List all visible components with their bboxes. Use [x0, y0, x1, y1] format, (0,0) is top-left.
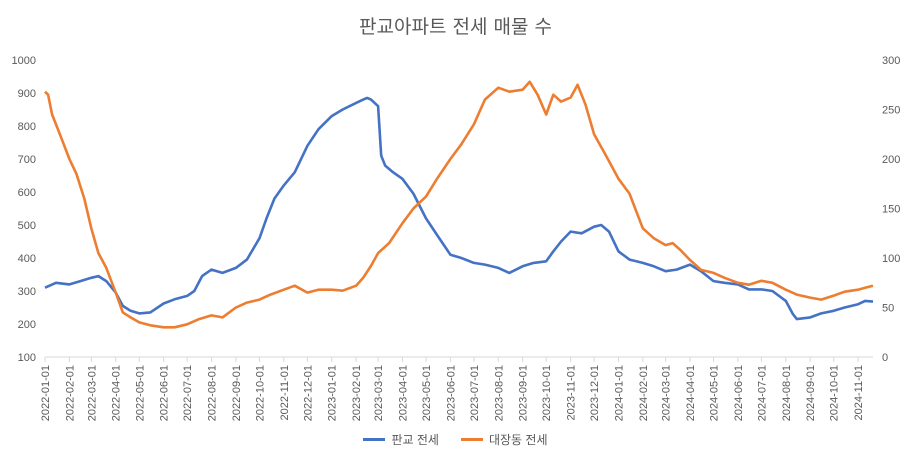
x-tick-label: 2024-01-01	[613, 365, 625, 421]
chart-title: 판교아파트 전세 매물 수	[359, 16, 552, 38]
x-tick-label: 2024-08-01	[781, 365, 793, 421]
legend-item-daejang[interactable]: 대장동 전세	[460, 431, 548, 448]
x-tick-label: 2023-01-01	[327, 365, 339, 421]
left-tick-label: 700	[18, 154, 36, 166]
right-tick-label: 150	[882, 204, 900, 216]
x-tick-label: 2023-11-01	[566, 365, 578, 420]
right-tick-label: 50	[882, 303, 894, 315]
x-tick-label: 2023-02-01	[351, 365, 363, 421]
right-tick-label: 200	[882, 154, 900, 166]
right-tick-label: 300	[882, 55, 900, 67]
left-tick-label: 500	[18, 220, 36, 232]
left-tick-label: 100	[18, 352, 36, 364]
legend-label-daejang: 대장동 전세	[488, 433, 548, 447]
x-tick-label: 2023-08-01	[493, 365, 505, 421]
legend-swatch-pangyo	[363, 438, 386, 441]
x-tick-label: 2023-07-01	[469, 365, 481, 421]
x-tick-label: 2022-12-01	[302, 365, 314, 421]
x-tick-label: 2024-03-01	[661, 365, 673, 421]
x-tick-label: 2024-09-01	[805, 365, 817, 421]
x-tick-label: 2022-09-01	[231, 365, 243, 421]
series-line-daejang	[44, 80, 874, 329]
series-line-pangyo	[44, 96, 874, 321]
x-tick-label: 2022-05-01	[134, 365, 146, 421]
legend-label-pangyo: 판교 전세	[391, 433, 439, 447]
x-tick-label: 2024-04-01	[685, 365, 697, 421]
x-tick-label: 2023-03-01	[373, 365, 385, 421]
legend: 판교 전세 대장동 전세	[0, 431, 911, 448]
legend-item-pangyo[interactable]: 판교 전세	[363, 431, 439, 448]
x-tick-label: 2023-10-01	[541, 365, 553, 421]
x-tick-label: 2024-06-01	[733, 365, 745, 421]
right-tick-label: 100	[882, 253, 900, 265]
left-tick-label: 300	[18, 286, 36, 298]
x-tick-label: 2024-11-01	[853, 365, 865, 420]
x-tick-label: 2023-06-01	[445, 365, 457, 421]
x-tick-label: 2024-07-01	[756, 365, 768, 421]
x-tick-label: 2022-11-01	[279, 365, 291, 420]
right-tick-label: 0	[882, 352, 888, 364]
right-tick-label: 250	[882, 105, 900, 117]
x-tick-label: 2023-09-01	[518, 365, 530, 421]
x-tick-label: 2022-07-01	[182, 365, 194, 421]
x-tick-label: 2022-01-01	[40, 365, 52, 421]
x-tick-label: 2022-03-01	[86, 365, 98, 421]
x-tick-label: 2023-04-01	[397, 365, 409, 421]
left-tick-label: 200	[18, 319, 36, 331]
x-tick-label: 2022-08-01	[207, 365, 219, 421]
left-tick-label: 800	[18, 121, 36, 133]
x-tick-label: 2024-10-01	[829, 365, 841, 421]
right-axis-ticks: 0 50 100 150 200 250 300	[882, 55, 900, 364]
x-tick-label: 2023-12-01	[589, 365, 601, 421]
x-tick-label: 2022-04-01	[111, 365, 123, 421]
left-axis-ticks: 100 200 300 400 500 600 700 800 900 1000	[12, 55, 36, 364]
legend-swatch-daejang	[460, 438, 483, 441]
x-axis: 2022-01-01 2022-02-01 2022-03-01 2022-04-01…	[40, 356, 873, 421]
x-tick-label: 2023-05-01	[421, 365, 433, 421]
x-tick-label: 2022-06-01	[159, 365, 171, 421]
x-tick-label: 2024-05-01	[709, 365, 721, 421]
left-tick-label: 1000	[12, 55, 36, 67]
x-tick-label: 2022-02-01	[64, 365, 76, 421]
series-lines	[44, 80, 874, 329]
x-tick-label: 2024-02-01	[638, 365, 650, 421]
left-tick-label: 600	[18, 187, 36, 199]
x-tick-label: 2022-10-01	[254, 365, 266, 421]
left-tick-label: 400	[18, 253, 36, 265]
left-tick-label: 900	[18, 88, 36, 100]
